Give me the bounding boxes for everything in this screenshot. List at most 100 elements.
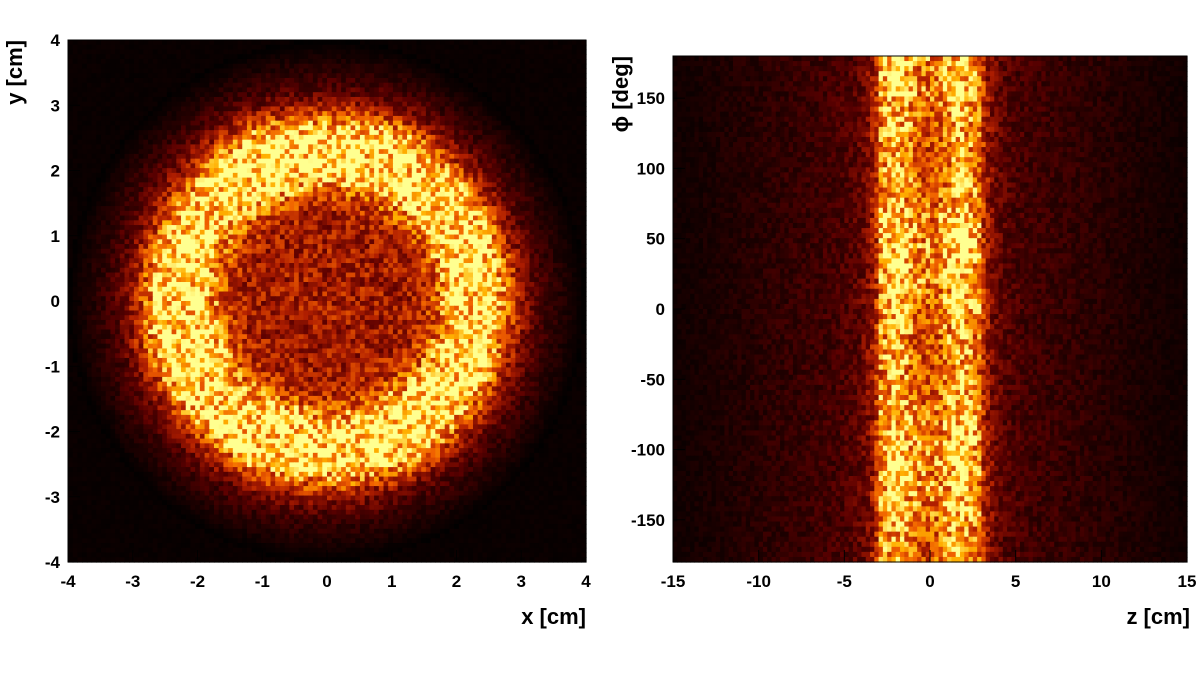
heatmap-cell	[459, 225, 464, 230]
heatmap-cell	[431, 40, 436, 45]
heatmap-cell	[360, 135, 365, 140]
heatmap-cell	[468, 97, 473, 102]
heatmap-cell	[73, 102, 78, 107]
heatmap-cell	[374, 121, 379, 126]
heatmap-cell	[280, 121, 285, 126]
heatmap-cell	[402, 201, 407, 206]
heatmap-cell	[162, 87, 167, 92]
heatmap-cell	[421, 154, 426, 159]
heatmap-cell	[120, 59, 125, 64]
heatmap-cell	[190, 249, 195, 254]
heatmap-cell	[214, 121, 219, 126]
heatmap-cell	[176, 49, 181, 54]
heatmap-cell	[280, 87, 285, 92]
heatmap-cell	[139, 149, 144, 154]
heatmap-cell	[416, 197, 421, 202]
heatmap-cell	[209, 239, 214, 244]
heatmap-cell	[172, 111, 177, 116]
heatmap-cell	[421, 216, 426, 221]
heatmap-cell	[289, 49, 294, 54]
heatmap-cell	[501, 159, 506, 164]
heatmap-cell	[412, 211, 417, 216]
heatmap-cell	[96, 125, 101, 130]
heatmap-cell	[275, 144, 280, 149]
heatmap-cell	[346, 187, 351, 192]
heatmap-cell	[351, 216, 356, 221]
heatmap-cell	[106, 201, 111, 206]
heatmap-cell	[252, 78, 257, 83]
heatmap-cell	[167, 40, 172, 45]
heatmap-cell	[562, 59, 567, 64]
heatmap-cell	[506, 178, 511, 183]
heatmap-cell	[68, 159, 73, 164]
heatmap-cell	[473, 163, 478, 168]
heatmap-cell	[261, 135, 266, 140]
heatmap-cell	[562, 102, 567, 107]
heatmap-cell	[313, 244, 318, 249]
heatmap-cell	[143, 102, 148, 107]
heatmap-cell	[464, 182, 469, 187]
heatmap-cell	[482, 225, 487, 230]
heatmap-cell	[435, 173, 440, 178]
heatmap-cell	[534, 159, 539, 164]
heatmap-cell	[351, 92, 356, 97]
heatmap-cell	[473, 40, 478, 45]
heatmap-cell	[190, 201, 195, 206]
heatmap-cell	[365, 239, 370, 244]
heatmap-cell	[186, 49, 191, 54]
heatmap-cell	[143, 49, 148, 54]
heatmap-cell	[318, 187, 323, 192]
heatmap-cell	[68, 211, 73, 216]
heatmap-cell	[261, 225, 266, 230]
heatmap-cell	[365, 92, 370, 97]
heatmap-cell	[299, 249, 304, 254]
heatmap-cell	[270, 135, 275, 140]
heatmap-cell	[336, 102, 341, 107]
heatmap-cell	[553, 144, 558, 149]
heatmap-cell	[313, 163, 318, 168]
heatmap-cell	[388, 130, 393, 135]
heatmap-cell	[322, 163, 327, 168]
heatmap-cell	[120, 125, 125, 130]
heatmap-cell	[431, 78, 436, 83]
heatmap-cell	[242, 59, 247, 64]
heatmap-cell	[562, 220, 567, 225]
heatmap-cell	[256, 106, 261, 111]
heatmap-cell	[388, 140, 393, 145]
heatmap-cell	[501, 168, 506, 173]
heatmap-cell	[120, 163, 125, 168]
heatmap-cell	[360, 197, 365, 202]
heatmap-cell	[214, 97, 219, 102]
heatmap-cell	[421, 249, 426, 254]
heatmap-cell	[548, 163, 553, 168]
heatmap-cell	[280, 78, 285, 83]
heatmap-cell	[214, 106, 219, 111]
heatmap-cell	[129, 130, 134, 135]
heatmap-cell	[200, 73, 205, 78]
heatmap-cell	[252, 249, 257, 254]
heatmap-cell	[167, 159, 172, 164]
heatmap-cell	[562, 163, 567, 168]
heatmap-cell	[110, 140, 115, 145]
heatmap-cell	[294, 149, 299, 154]
heatmap-cell	[577, 130, 582, 135]
heatmap-cell	[313, 49, 318, 54]
heatmap-cell	[129, 116, 134, 121]
heatmap-cell	[157, 149, 162, 154]
heatmap-cell	[186, 97, 191, 102]
heatmap-cell	[223, 121, 228, 126]
heatmap-cell	[426, 249, 431, 254]
heatmap-cell	[313, 211, 318, 216]
heatmap-cell	[355, 73, 360, 78]
heatmap-cell	[233, 244, 238, 249]
heatmap-cell	[214, 197, 219, 202]
heatmap-cell	[238, 40, 243, 45]
heatmap-cell	[346, 220, 351, 225]
heatmap-cell	[379, 106, 384, 111]
heatmap-cell	[280, 111, 285, 116]
heatmap-cell	[223, 192, 228, 197]
heatmap-cell	[115, 254, 120, 259]
heatmap-cell	[289, 64, 294, 69]
heatmap-cell	[435, 59, 440, 64]
heatmap-cell	[223, 92, 228, 97]
